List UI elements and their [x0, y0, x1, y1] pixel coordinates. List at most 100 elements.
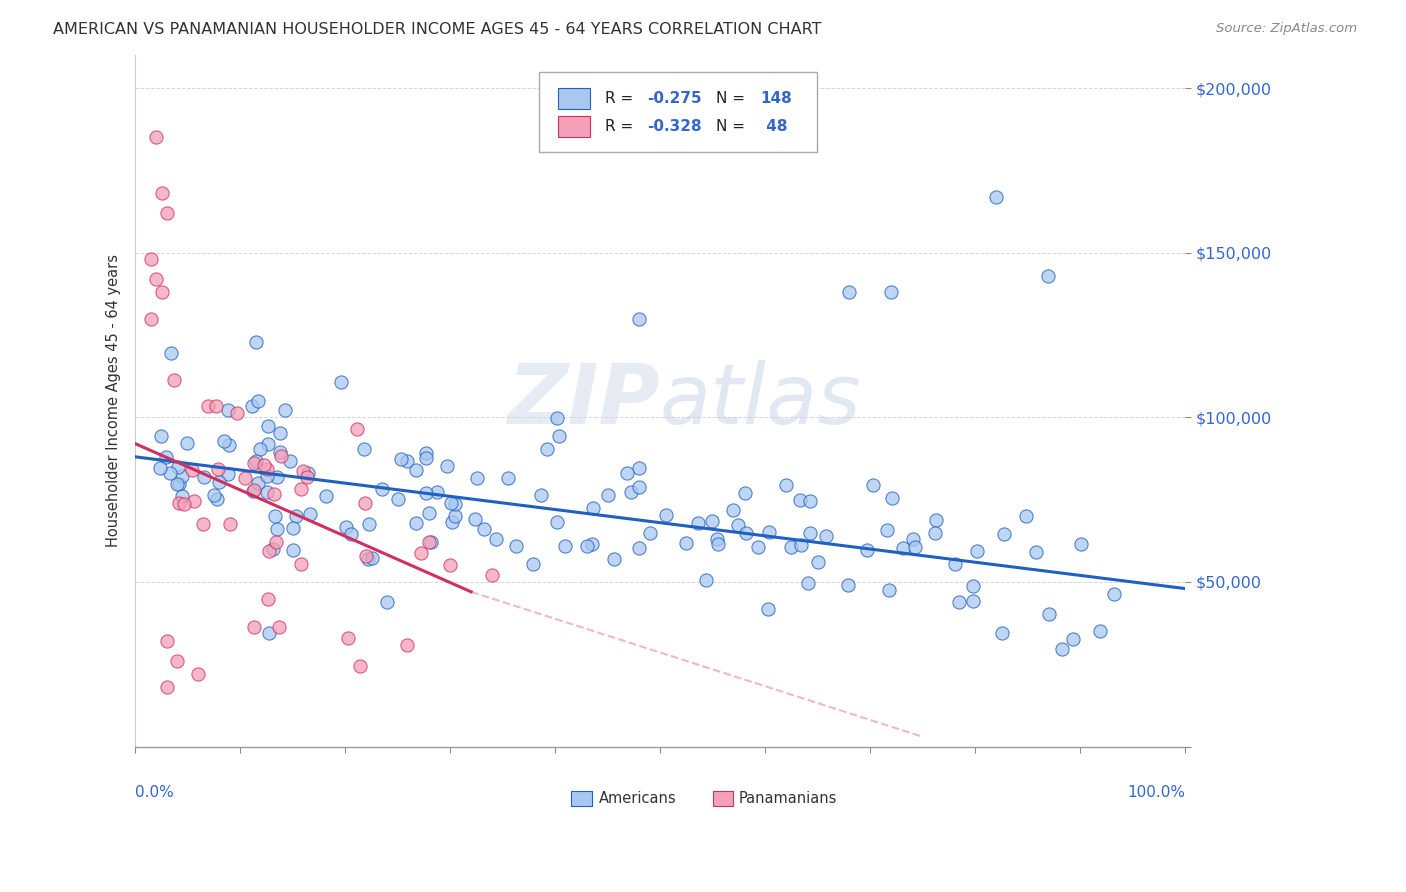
Point — [581, 537, 603, 551]
Point — [354, 495, 377, 509]
Point — [256, 437, 278, 451]
Point — [349, 659, 371, 673]
Point — [205, 492, 228, 507]
Point — [837, 578, 859, 592]
Point — [139, 252, 162, 267]
FancyBboxPatch shape — [558, 88, 589, 109]
Text: 48: 48 — [761, 119, 787, 134]
Point — [807, 555, 830, 569]
Text: -0.275: -0.275 — [647, 91, 702, 106]
Point — [891, 541, 914, 556]
Point — [204, 399, 226, 413]
Point — [962, 594, 984, 608]
Point — [924, 526, 946, 541]
Point — [243, 483, 266, 497]
Point — [966, 544, 988, 558]
Point — [943, 557, 966, 571]
Point — [266, 522, 288, 536]
Point — [156, 206, 179, 220]
Point — [249, 442, 271, 456]
Point — [387, 492, 409, 507]
Point — [218, 438, 240, 452]
Point — [815, 529, 838, 543]
Point — [340, 527, 363, 541]
Text: 0.0%: 0.0% — [135, 785, 174, 799]
Point — [145, 272, 167, 286]
Point — [901, 533, 924, 547]
Point — [439, 496, 461, 510]
Point — [264, 509, 287, 524]
Point — [256, 461, 278, 475]
Text: Source: ZipAtlas.com: Source: ZipAtlas.com — [1216, 22, 1357, 36]
Point — [727, 517, 749, 532]
Point — [472, 522, 495, 536]
Point — [193, 470, 215, 484]
Point — [187, 667, 209, 681]
Point — [735, 526, 758, 541]
Point — [991, 625, 1014, 640]
Point — [536, 442, 558, 456]
Point — [329, 376, 352, 390]
Point — [217, 467, 239, 482]
Point — [409, 546, 432, 560]
Point — [335, 520, 357, 534]
Point — [357, 517, 380, 532]
Point — [163, 374, 186, 388]
Point — [1015, 509, 1038, 524]
Point — [337, 631, 360, 645]
Point — [415, 486, 437, 500]
Point — [1102, 587, 1125, 601]
Point — [269, 445, 291, 459]
Point — [530, 488, 553, 502]
Point — [225, 406, 247, 420]
Point — [253, 458, 276, 473]
Point — [267, 620, 290, 634]
Point — [1025, 545, 1047, 559]
Point — [575, 540, 598, 554]
Point — [789, 492, 811, 507]
FancyBboxPatch shape — [571, 791, 592, 806]
Point — [505, 539, 527, 553]
Point — [145, 130, 167, 145]
Point — [219, 517, 242, 532]
Y-axis label: Householder Income Ages 45 - 64 years: Householder Income Ages 45 - 64 years — [107, 254, 121, 548]
Point — [207, 462, 229, 476]
Point — [353, 442, 375, 456]
Point — [880, 491, 903, 505]
Point — [464, 512, 486, 526]
Point — [522, 557, 544, 571]
Point — [149, 429, 172, 443]
Point — [193, 517, 215, 532]
Point — [159, 466, 181, 480]
Point — [548, 429, 571, 443]
Point — [405, 463, 427, 477]
Point — [546, 411, 568, 425]
Point — [877, 582, 900, 597]
Point — [257, 626, 280, 640]
Point — [675, 536, 697, 550]
Point — [233, 471, 256, 485]
Point — [257, 419, 280, 434]
Text: 100.0%: 100.0% — [1126, 785, 1185, 799]
Point — [546, 515, 568, 529]
Point — [297, 466, 319, 480]
Point — [695, 574, 717, 588]
Point — [627, 479, 650, 493]
Point — [256, 484, 278, 499]
Point — [984, 190, 1007, 204]
Point — [242, 483, 264, 498]
Point — [269, 425, 291, 440]
Point — [405, 516, 427, 531]
Point — [838, 285, 860, 300]
Point — [721, 502, 744, 516]
Point — [734, 485, 756, 500]
Point — [245, 334, 267, 349]
Text: R =: R = — [606, 119, 638, 134]
Point — [246, 475, 269, 490]
Point — [246, 394, 269, 409]
Text: N =: N = — [716, 91, 749, 106]
Point — [274, 402, 297, 417]
Point — [620, 484, 643, 499]
Text: Panamanians: Panamanians — [738, 791, 837, 806]
Point — [603, 552, 626, 566]
